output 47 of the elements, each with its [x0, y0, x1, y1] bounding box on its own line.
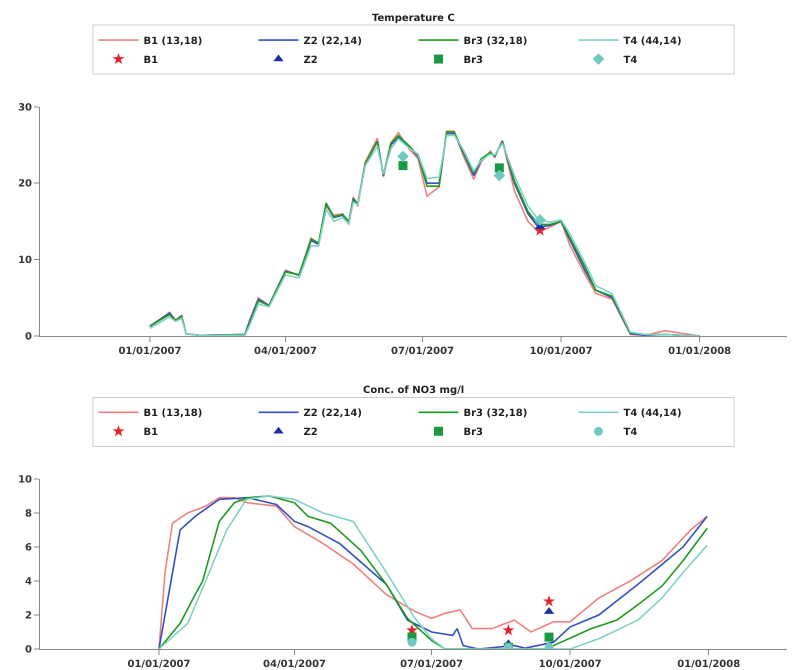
y-tick-label: 4: [25, 576, 32, 588]
x-tick-label: 10/01/2007: [530, 346, 593, 358]
legend-label: Z2 (22,14): [304, 408, 362, 420]
point: [544, 632, 554, 642]
y-tick-label: 20: [18, 178, 32, 190]
legend-label: B1 (13,18): [144, 36, 202, 47]
point: [543, 595, 556, 606]
legend-label: Z2: [304, 54, 318, 66]
y-tick-label: 10: [18, 255, 32, 266]
y-tick-label: 8: [25, 508, 32, 520]
y-tick-label: 6: [25, 542, 32, 554]
y-tick-label: 30: [18, 102, 32, 114]
legend-label: Z2: [304, 427, 318, 438]
x-tick-label: 07/01/2007: [391, 346, 454, 358]
point: [502, 624, 514, 636]
chart-title: Temperature C: [372, 13, 455, 24]
legend-label: Br3: [464, 427, 484, 438]
legend-label: T4: [624, 54, 638, 66]
legend-label: Br3: [464, 54, 484, 66]
x-tick-label: 01/01/2007: [118, 346, 182, 358]
y-tick-label: 10: [18, 474, 32, 486]
point: [407, 638, 416, 647]
legend-label: Br3 (32,18): [464, 408, 528, 420]
point: [398, 161, 408, 170]
legend-label: Z2 (22,14): [304, 36, 362, 47]
point: [397, 150, 409, 162]
legend-label: T4 (44,14): [624, 36, 682, 47]
x-tick-label: 04/01/2007: [254, 346, 318, 358]
point: [493, 170, 506, 182]
legend-label: B1: [144, 427, 158, 438]
x-tick-label: 10/01/2007: [538, 659, 602, 670]
y-tick-label: 0: [25, 644, 32, 656]
point: [534, 214, 546, 226]
legend-label: T4: [624, 427, 638, 438]
x-tick-label: 07/01/2007: [400, 659, 464, 670]
x-tick-label: 01/01/2007: [127, 659, 191, 670]
y-tick-label: 0: [25, 332, 32, 343]
legend-label: T4 (44,14): [624, 408, 682, 420]
legend-label: Br3 (32,18): [464, 36, 528, 47]
chart-title: Conc. of NO3 mg/l: [363, 385, 464, 396]
legend-label: B1: [144, 54, 158, 66]
y-tick-label: 2: [25, 610, 32, 622]
x-tick-label: 01/01/2008: [677, 659, 740, 670]
x-tick-label: 01/01/2008: [668, 346, 732, 358]
x-tick-label: 04/01/2007: [263, 659, 326, 670]
legend-label: B1 (13,18): [144, 408, 202, 420]
point: [494, 163, 504, 172]
